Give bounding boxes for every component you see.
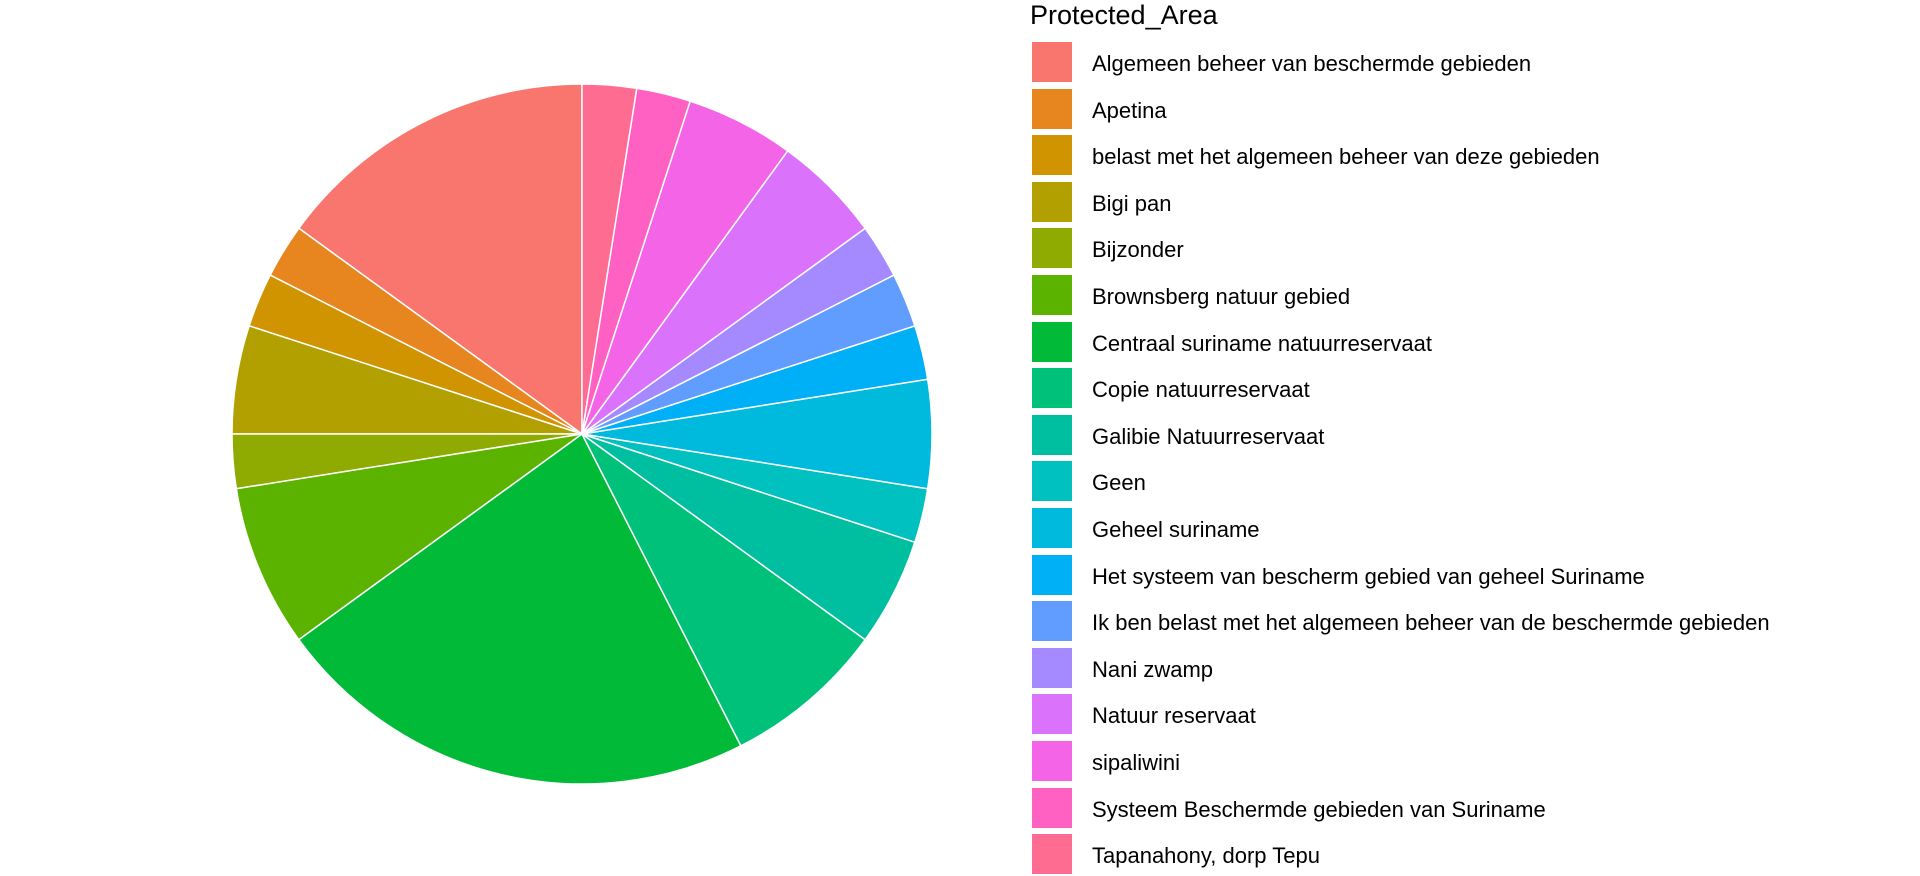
legend-label: Systeem Beschermde gebieden van Suriname (1092, 796, 1546, 822)
legend-swatch (1032, 321, 1072, 362)
legend-swatch (1032, 228, 1072, 269)
legend-item: Bigi pan (1030, 180, 1910, 224)
legend-item: Geen (1030, 459, 1910, 503)
pie-slice (581, 83, 638, 435)
legend-item: Ik ben belast met het algemeen beheer va… (1030, 599, 1910, 643)
legend-swatch (1032, 554, 1072, 595)
legend-item: belast met het algemeen beheer van deze … (1030, 133, 1910, 177)
legend-label: Geheel suriname (1092, 517, 1260, 542)
legend-label: Tapanahony, dorp Tepu (1092, 843, 1320, 869)
legend-swatch (1032, 275, 1072, 315)
legend-item: Brownsberg natuur gebied (1030, 273, 1910, 317)
legend-item: Het systeem van bescherm gebied van gehe… (1030, 553, 1910, 597)
legend-swatch (1032, 368, 1072, 409)
legend-label: Geen (1092, 470, 1146, 496)
legend-label: Ik ben belast met het algemeen beheer va… (1092, 610, 1770, 636)
legend-label: Nani zwamp (1092, 656, 1214, 682)
legend-item: Systeem Beschermde gebieden van Suriname (1030, 786, 1910, 830)
legend-label: Bijzonder (1092, 237, 1184, 263)
legend-swatch (1032, 834, 1072, 875)
legend-item: Galibie Natuurreservaat (1030, 413, 1910, 457)
legend-item: Tapanahony, dorp Tepu (1030, 832, 1910, 876)
legend-item: Bijzonder (1030, 226, 1910, 270)
legend-swatch (1032, 414, 1072, 455)
legend-label: Apetina (1092, 97, 1167, 123)
legend-item: Apetina (1030, 87, 1910, 131)
legend-swatch (1032, 601, 1072, 642)
legend-item: Nani zwamp (1030, 646, 1910, 690)
legend-swatch (1032, 42, 1072, 82)
legend-swatch (1032, 508, 1072, 548)
legend-swatch (1032, 741, 1072, 781)
legend-item: Algemeen beheer van beschermde gebieden (1030, 40, 1910, 84)
legend-label: Galibie Natuurreservaat (1092, 423, 1325, 449)
pie-slice (297, 83, 583, 436)
legend-label: sipaliwini (1092, 750, 1181, 775)
legend-item: Centraal suriname natuurreservaat (1030, 320, 1910, 364)
legend-label: Brownsberg natuur gebied (1092, 284, 1351, 309)
legend: Protected_Area Algemeen beheer van besch… (1030, 0, 1910, 875)
legend-label: Bigi pan (1092, 190, 1172, 216)
legend-label: Algemeen beheer van beschermde gebieden (1092, 51, 1532, 76)
legend-label: belast met het algemeen beheer van deze … (1092, 144, 1600, 170)
legend-item: Geheel suriname (1030, 506, 1910, 550)
pie-slice (235, 433, 583, 641)
legend-swatch (1032, 694, 1072, 735)
legend-swatch (1032, 787, 1072, 828)
legend-item: sipaliwini (1030, 739, 1910, 783)
legend-title: Protected_Area (1030, 0, 1218, 30)
legend-label: Copie natuurreservaat (1092, 377, 1310, 403)
pie-chart (231, 83, 933, 785)
legend-swatch (1032, 88, 1072, 129)
pie-slice (581, 433, 867, 747)
legend-label: Natuur reservaat (1092, 703, 1256, 729)
legend-swatch (1032, 647, 1072, 688)
legend-swatch (1032, 135, 1072, 176)
legend-swatch (1032, 181, 1072, 222)
legend-swatch (1032, 461, 1072, 502)
legend-item: Copie natuurreservaat (1030, 366, 1910, 410)
legend-label: Centraal suriname natuurreservaat (1092, 330, 1432, 356)
pie-slice (297, 432, 742, 785)
legend-label: Het systeem van bescherm gebied van gehe… (1092, 563, 1645, 589)
legend-item: Natuur reservaat (1030, 692, 1910, 736)
